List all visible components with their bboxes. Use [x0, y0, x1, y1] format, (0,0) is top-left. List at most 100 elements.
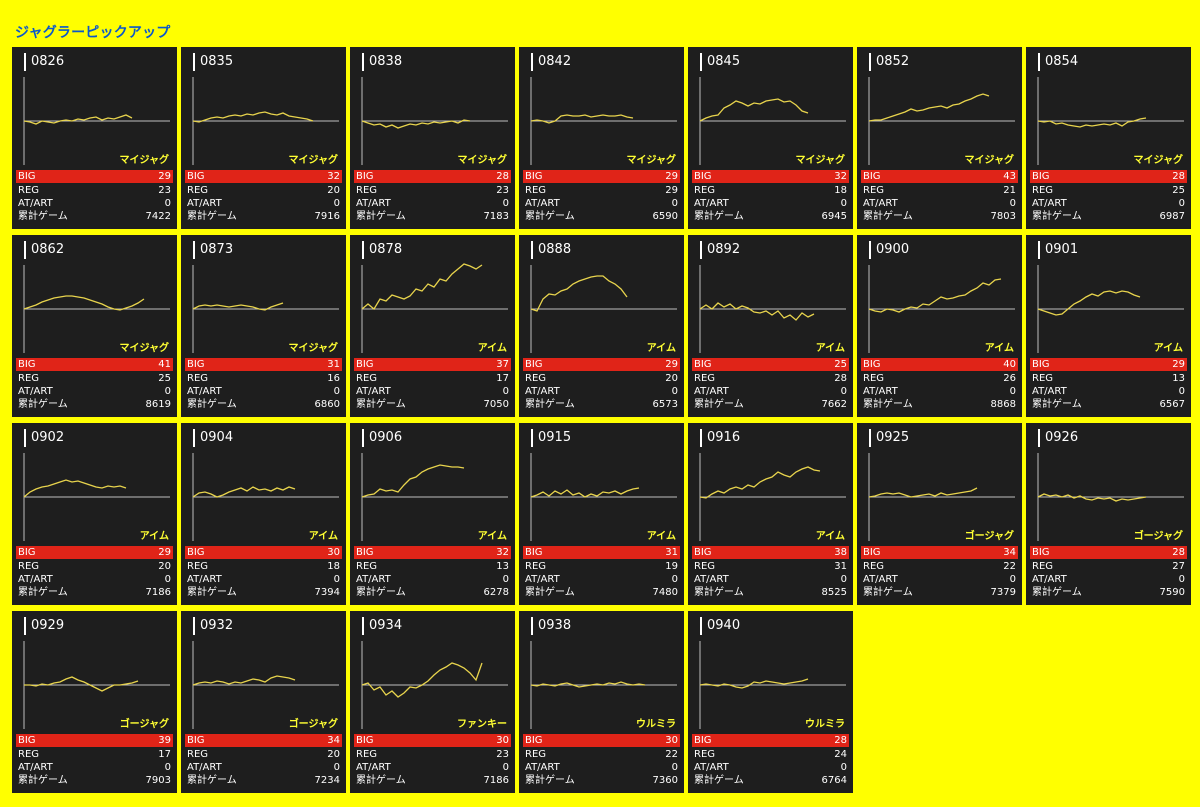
- big-row-value: 31: [327, 359, 340, 370]
- machine-number: 0878: [362, 241, 402, 259]
- machine-card[interactable]: 0929 ゴージャグ BIG 39 REG 17 AT/ART 0 累計ゲーム 7903: [12, 611, 177, 793]
- art-row: AT/ART 0: [16, 573, 173, 586]
- machine-card[interactable]: 0925 ゴージャグ BIG 34 REG 22 AT/ART 0 累計ゲーム 7379: [857, 423, 1022, 605]
- big-row: BIG 28: [1030, 170, 1187, 183]
- art-row-value: 0: [502, 386, 509, 397]
- art-row-value: 0: [164, 574, 171, 585]
- big-row-value: 40: [1003, 359, 1016, 370]
- total-games-row-value: 7186: [483, 775, 509, 786]
- big-row: BIG 29: [16, 546, 173, 559]
- machine-number: 0915: [531, 429, 571, 447]
- total-games-row-label: 累計ゲーム: [694, 587, 744, 598]
- machine-card[interactable]: 0900 アイム BIG 40 REG 26 AT/ART 0 累計ゲーム 8868: [857, 235, 1022, 417]
- total-games-row-value: 6590: [652, 211, 678, 222]
- reg-row-value: 23: [496, 185, 509, 196]
- big-row: BIG 34: [861, 546, 1018, 559]
- big-row: BIG 32: [692, 170, 849, 183]
- art-row-label: AT/ART: [694, 574, 729, 585]
- reg-row: REG 28: [692, 372, 849, 385]
- machine-card[interactable]: 0892 アイム BIG 25 REG 28 AT/ART 0 累計ゲーム 7662: [688, 235, 853, 417]
- machine-card[interactable]: 0940 ウルミラ BIG 28 REG 24 AT/ART 0 累計ゲーム 6764: [688, 611, 853, 793]
- art-row-label: AT/ART: [187, 386, 222, 397]
- machine-number: 0838: [362, 53, 402, 71]
- art-row-label: AT/ART: [525, 574, 560, 585]
- art-row-value: 0: [671, 198, 678, 209]
- total-games-row-value: 6987: [1159, 211, 1185, 222]
- trend-line: [699, 302, 815, 321]
- machine-card[interactable]: 0904 アイム BIG 30 REG 18 AT/ART 0 累計ゲーム 7394: [181, 423, 346, 605]
- machine-card[interactable]: 0838 マイジャグ BIG 28 REG 23 AT/ART 0 累計ゲーム 7183: [350, 47, 515, 229]
- machine-card[interactable]: 0835 マイジャグ BIG 32 REG 20 AT/ART 0 累計ゲーム 7916: [181, 47, 346, 229]
- trend-line: [1037, 290, 1141, 316]
- machine-card[interactable]: 0926 ゴージャグ BIG 28 REG 27 AT/ART 0 累計ゲーム 7590: [1026, 423, 1191, 605]
- big-row-value: 29: [665, 359, 678, 370]
- art-row: AT/ART 0: [1030, 385, 1187, 398]
- reg-row: REG 20: [185, 748, 342, 761]
- total-games-row-label: 累計ゲーム: [694, 211, 744, 222]
- reg-row: REG 18: [692, 184, 849, 197]
- total-games-row-value: 6573: [652, 399, 678, 410]
- art-row-value: 0: [502, 762, 509, 773]
- model-name: マイジャグ: [1133, 155, 1184, 166]
- art-row-label: AT/ART: [863, 386, 898, 397]
- reg-row-label: REG: [694, 749, 716, 760]
- machine-card[interactable]: 0938 ウルミラ BIG 30 REG 22 AT/ART 0 累計ゲーム 7360: [519, 611, 684, 793]
- trend-line: [530, 487, 640, 498]
- trend-chart: [23, 453, 170, 541]
- machine-card[interactable]: 0862 マイジャグ BIG 41 REG 25 AT/ART 0 累計ゲーム 8619: [12, 235, 177, 417]
- total-games-row: 累計ゲーム 7916: [185, 210, 342, 223]
- model-name: ゴージャグ: [288, 719, 338, 730]
- total-games-row: 累計ゲーム 6945: [692, 210, 849, 223]
- machine-card[interactable]: 0906 アイム BIG 32 REG 13 AT/ART 0 累計ゲーム 6278: [350, 423, 515, 605]
- machine-card[interactable]: 0873 マイジャグ BIG 31 REG 16 AT/ART 0 累計ゲーム 6860: [181, 235, 346, 417]
- big-row-label: BIG: [525, 171, 543, 182]
- big-row-label: BIG: [356, 359, 374, 370]
- art-row-value: 0: [840, 574, 847, 585]
- reg-row-value: 16: [327, 373, 340, 384]
- big-row-label: BIG: [694, 735, 712, 746]
- machine-card[interactable]: 0878 アイム BIG 37 REG 17 AT/ART 0 累計ゲーム 7050: [350, 235, 515, 417]
- machine-card[interactable]: 0854 マイジャグ BIG 28 REG 25 AT/ART 0 累計ゲーム 6987: [1026, 47, 1191, 229]
- total-games-row-label: 累計ゲーム: [1032, 587, 1082, 598]
- big-row-label: BIG: [18, 359, 36, 370]
- machine-card[interactable]: 0888 アイム BIG 29 REG 20 AT/ART 0 累計ゲーム 6573: [519, 235, 684, 417]
- machine-card[interactable]: 0845 マイジャグ BIG 32 REG 18 AT/ART 0 累計ゲーム 6945: [688, 47, 853, 229]
- reg-row: REG 13: [1030, 372, 1187, 385]
- big-row-label: BIG: [187, 735, 205, 746]
- trend-chart: [192, 265, 339, 353]
- machine-card[interactable]: 0915 アイム BIG 31 REG 19 AT/ART 0 累計ゲーム 7480: [519, 423, 684, 605]
- big-row-value: 34: [1003, 547, 1016, 558]
- machine-number: 0938: [531, 617, 571, 635]
- machine-card[interactable]: 0932 ゴージャグ BIG 34 REG 20 AT/ART 0 累計ゲーム 7234: [181, 611, 346, 793]
- art-row-label: AT/ART: [525, 198, 560, 209]
- trend-line: [192, 302, 284, 311]
- big-row-label: BIG: [525, 547, 543, 558]
- total-games-row: 累計ゲーム 6764: [692, 774, 849, 787]
- model-name: マイジャグ: [288, 343, 339, 354]
- art-row-label: AT/ART: [694, 198, 729, 209]
- machine-card[interactable]: 0852 マイジャグ BIG 43 REG 21 AT/ART 0 累計ゲーム 7803: [857, 47, 1022, 229]
- machine-card[interactable]: 0934 ファンキー BIG 30 REG 23 AT/ART 0 累計ゲーム 7186: [350, 611, 515, 793]
- total-games-row-label: 累計ゲーム: [18, 211, 68, 222]
- machine-card[interactable]: 0902 アイム BIG 29 REG 20 AT/ART 0 累計ゲーム 7186: [12, 423, 177, 605]
- big-row: BIG 41: [16, 358, 173, 371]
- art-row-label: AT/ART: [187, 198, 222, 209]
- model-name: マイジャグ: [457, 155, 508, 166]
- reg-row-label: REG: [187, 373, 209, 384]
- reg-row: REG 29: [523, 184, 680, 197]
- trend-line: [530, 114, 634, 124]
- reg-row-label: REG: [1032, 185, 1054, 196]
- machine-card[interactable]: 0916 アイム BIG 38 REG 31 AT/ART 0 累計ゲーム 8525: [688, 423, 853, 605]
- art-row: AT/ART 0: [16, 761, 173, 774]
- machine-card[interactable]: 0826 マイジャグ BIG 29 REG 23 AT/ART 0 累計ゲーム 7422: [12, 47, 177, 229]
- art-row-value: 0: [671, 762, 678, 773]
- machine-card[interactable]: 0842 マイジャグ BIG 29 REG 29 AT/ART 0 累計ゲーム 6590: [519, 47, 684, 229]
- reg-row-label: REG: [863, 561, 885, 572]
- machine-card[interactable]: 0901 アイム BIG 29 REG 13 AT/ART 0 累計ゲーム 6567: [1026, 235, 1191, 417]
- model-name: アイム: [477, 343, 507, 354]
- reg-row: REG 31: [692, 560, 849, 573]
- total-games-row-label: 累計ゲーム: [694, 399, 744, 410]
- big-row: BIG 29: [523, 358, 680, 371]
- reg-row: REG 26: [861, 372, 1018, 385]
- reg-row-label: REG: [1032, 373, 1054, 384]
